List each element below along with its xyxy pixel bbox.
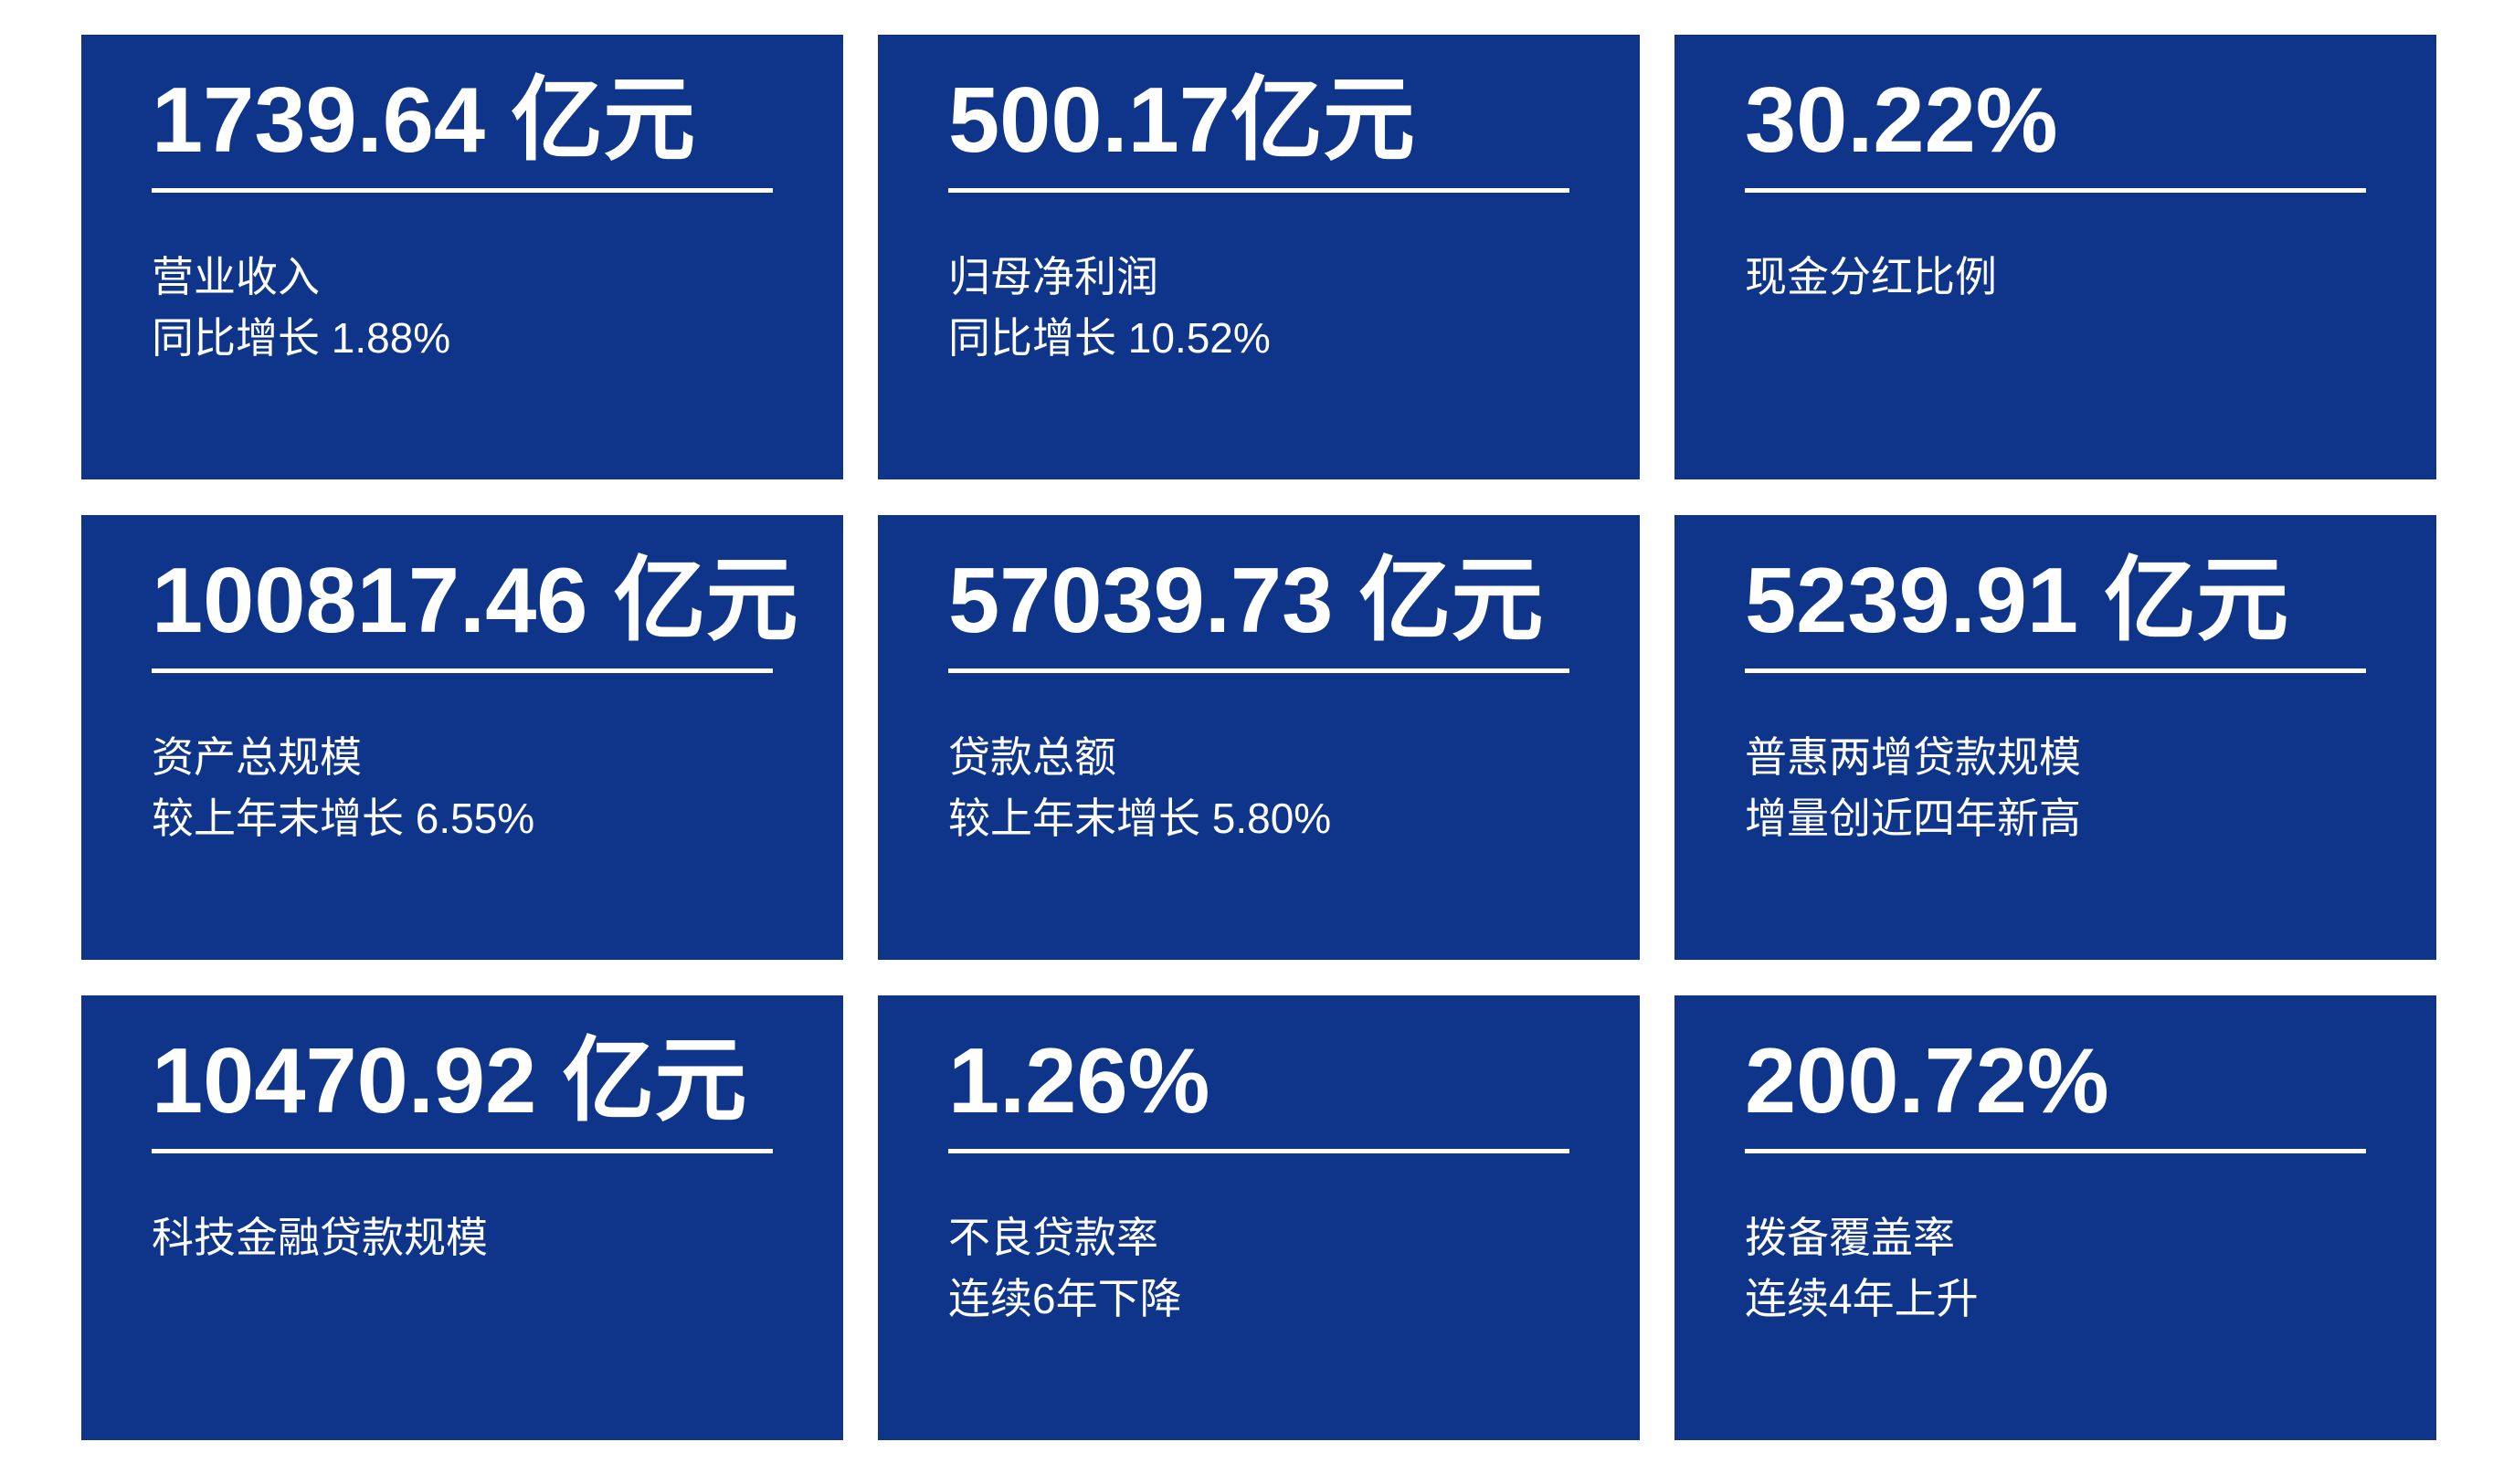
kpi-description: 拨备覆盖率 连续4年上升 (1745, 1207, 1979, 1330)
kpi-value: 30.22% (1745, 69, 2058, 172)
kpi-card-inclusive-loans: 5239.91 亿元 普惠两增贷款规模 增量创近四年新高 (1674, 515, 2436, 960)
kpi-description: 归母净利润 同比增长 10.52% (948, 247, 1271, 369)
kpi-label: 资产总规模 (152, 733, 362, 781)
kpi-value: 200.72% (1745, 1030, 2109, 1132)
kpi-description: 不良贷款率 连续6年下降 (948, 1207, 1182, 1330)
kpi-value: 5239.91 亿元 (1745, 550, 2289, 652)
kpi-divider (152, 1149, 773, 1153)
kpi-divider (948, 1149, 1569, 1153)
kpi-divider (1745, 1149, 2366, 1153)
kpi-card-total-assets: 100817.46 亿元 资产总规模 较上年末增长 6.55% (81, 515, 843, 960)
kpi-divider (948, 668, 1569, 673)
kpi-divider (152, 668, 773, 673)
kpi-value: 1.26% (948, 1030, 1210, 1132)
kpi-value: 1739.64 亿元 (152, 69, 696, 172)
kpi-note: 同比增长 1.88% (152, 314, 451, 362)
kpi-label: 营业收入 (152, 253, 320, 300)
kpi-card-total-loans: 57039.73 亿元 贷款总额 较上年末增长 5.80% (878, 515, 1640, 960)
kpi-label: 拨备覆盖率 (1745, 1214, 1955, 1261)
kpi-value: 100817.46 亿元 (152, 550, 798, 652)
kpi-value: 10470.92 亿元 (152, 1030, 747, 1132)
kpi-value: 57039.73 亿元 (948, 550, 1544, 652)
kpi-note: 连续6年下降 (948, 1275, 1182, 1322)
kpi-label: 科技金融贷款规模 (152, 1214, 488, 1261)
kpi-card-revenue: 1739.64 亿元 营业收入 同比增长 1.88% (81, 35, 843, 479)
kpi-label: 不良贷款率 (948, 1214, 1158, 1261)
kpi-note: 连续4年上升 (1745, 1275, 1979, 1322)
kpi-card-dividend-ratio: 30.22% 现金分红比例 (1674, 35, 2436, 479)
kpi-description: 普惠两增贷款规模 增量创近四年新高 (1745, 727, 2081, 849)
kpi-description: 现金分红比例 (1745, 247, 1997, 308)
kpi-label: 贷款总额 (948, 733, 1116, 781)
kpi-note: 较上年末增长 6.55% (152, 795, 535, 842)
kpi-description: 营业收入 同比增长 1.88% (152, 247, 450, 369)
kpi-card-npl-ratio: 1.26% 不良贷款率 连续6年下降 (878, 995, 1640, 1440)
kpi-card-net-profit: 500.17亿元 归母净利润 同比增长 10.52% (878, 35, 1640, 479)
kpi-label: 现金分红比例 (1745, 253, 1997, 300)
kpi-divider (1745, 668, 2366, 673)
kpi-description: 科技金融贷款规模 (152, 1207, 488, 1268)
kpi-card-provision-coverage: 200.72% 拨备覆盖率 连续4年上升 (1674, 995, 2436, 1440)
kpi-note: 同比增长 10.52% (948, 314, 1271, 362)
kpi-description: 贷款总额 较上年末增长 5.80% (948, 727, 1331, 849)
kpi-note: 增量创近四年新高 (1745, 795, 2081, 842)
kpi-divider (948, 188, 1569, 193)
kpi-card-tech-finance-loans: 10470.92 亿元 科技金融贷款规模 (81, 995, 843, 1440)
kpi-label: 归母净利润 (948, 253, 1158, 300)
kpi-label: 普惠两增贷款规模 (1745, 733, 2081, 781)
kpi-note: 较上年末增长 5.80% (948, 795, 1332, 842)
kpi-divider (1745, 188, 2366, 193)
kpi-divider (152, 188, 773, 193)
kpi-value: 500.17亿元 (948, 69, 1415, 172)
kpi-description: 资产总规模 较上年末增长 6.55% (152, 727, 534, 849)
